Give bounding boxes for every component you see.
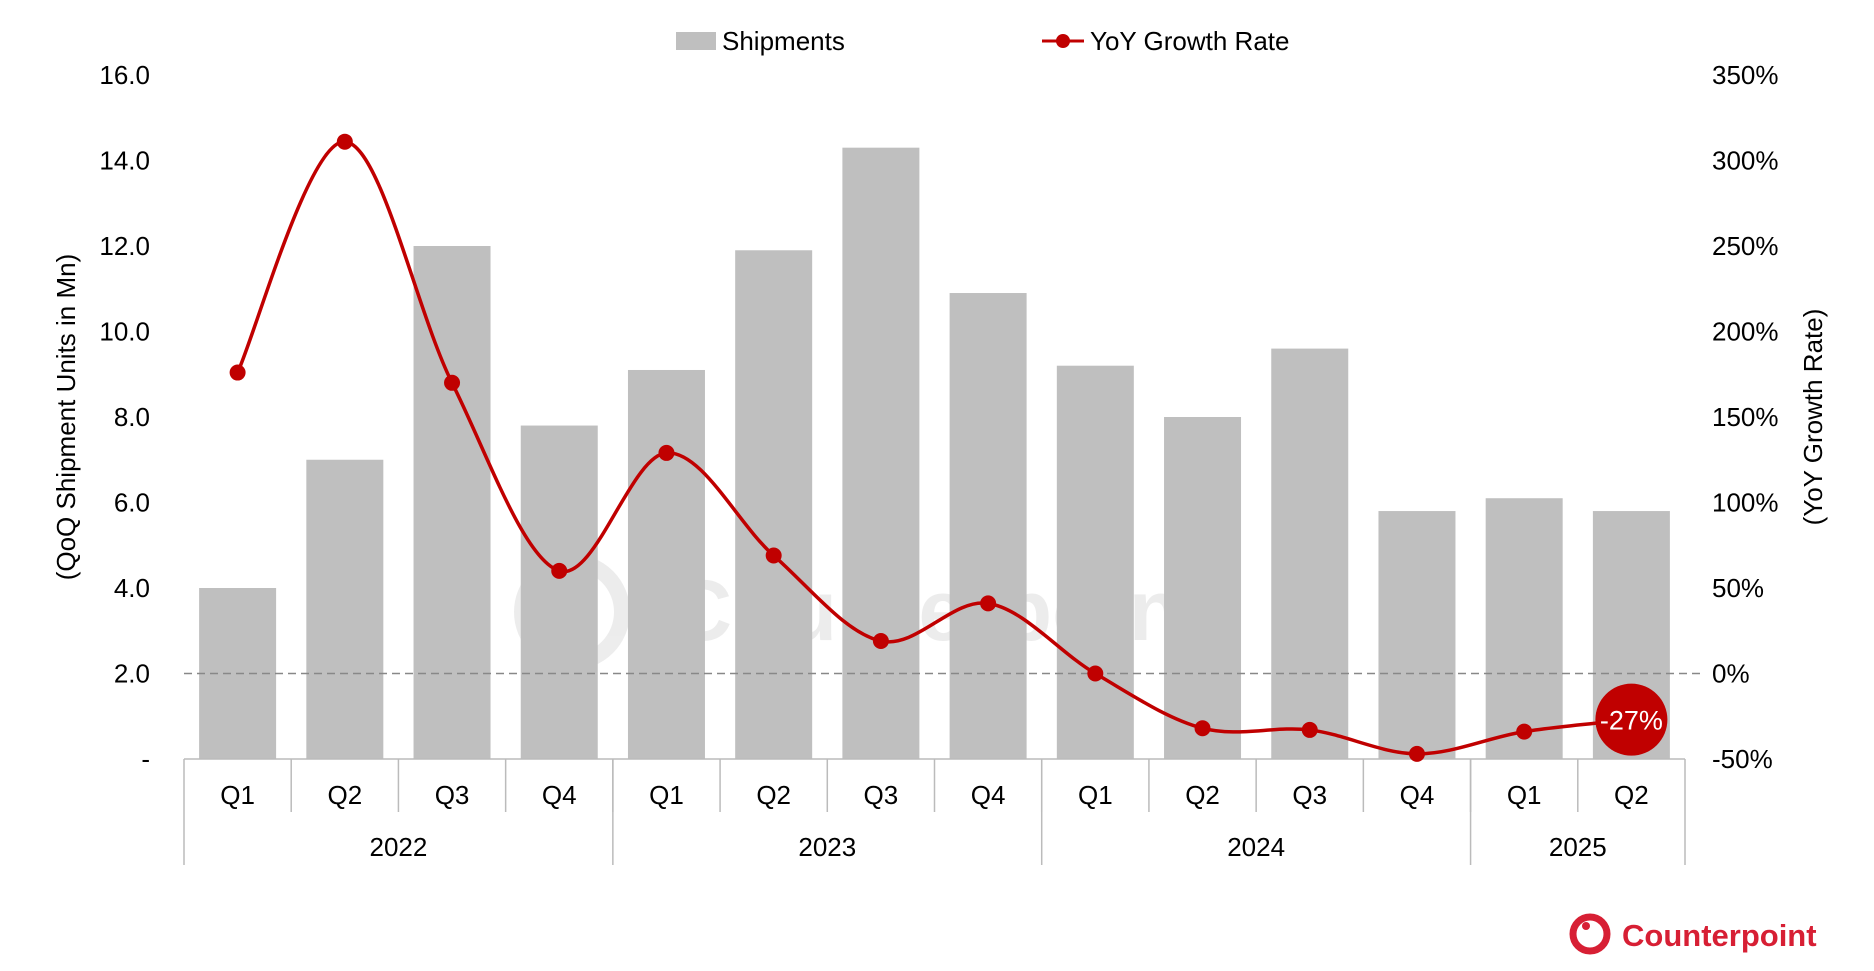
line-yoy-growth (236, 139, 1632, 756)
y-tick-right: 200% (1712, 317, 1779, 347)
annotation-bubble (1595, 683, 1668, 756)
point-yoy-growth (1516, 723, 1533, 740)
x-tick-quarter: Q1 (1078, 780, 1113, 810)
x-tick-quarter: Q2 (756, 780, 791, 810)
bar-shipments (627, 369, 705, 759)
x-group-label: 2023 (798, 832, 856, 862)
y-tick-left: - (141, 744, 150, 774)
y-tick-right: 350% (1712, 60, 1779, 90)
bar-shipments (520, 425, 598, 759)
x-tick-quarter: Q1 (220, 780, 255, 810)
legend-label-shipments: Shipments (722, 26, 845, 56)
y-tick-left: 10.0 (99, 317, 150, 347)
bar-shipments (306, 459, 384, 759)
annotation-label: -27% (1600, 706, 1663, 736)
bar-shipments (1164, 417, 1242, 759)
point-yoy-growth (658, 444, 675, 461)
y-axis-title-right: (YoY Growth Rate) (1798, 309, 1828, 526)
legend: Shipments YoY Growth Rate (676, 26, 1289, 56)
x-tick-quarter: Q4 (542, 780, 577, 810)
point-yoy-growth (229, 364, 246, 381)
x-tick-quarter: Q4 (1400, 780, 1435, 810)
y-tick-left: 14.0 (99, 146, 150, 176)
bar-shipments (842, 147, 920, 760)
x-group-label: 2024 (1227, 832, 1285, 862)
point-yoy-growth (1194, 720, 1211, 737)
point-yoy-growth (1301, 721, 1318, 738)
y-tick-right: 250% (1712, 231, 1779, 261)
y-tick-right: 50% (1712, 573, 1764, 603)
bar-shipments (1056, 365, 1134, 759)
point-yoy-growth (980, 595, 997, 612)
point-yoy-growth (551, 562, 568, 579)
x-tick-quarter: Q3 (1292, 780, 1327, 810)
legend-label-yoy: YoY Growth Rate (1090, 26, 1289, 56)
x-tick-quarter: Q2 (1614, 780, 1649, 810)
point-yoy-growth (872, 633, 889, 650)
y-axis-title-left: (QoQ Shipment Units in Mn) (51, 254, 81, 581)
y-tick-right: 100% (1712, 488, 1779, 518)
point-yoy-growth (765, 547, 782, 564)
x-tick-quarter: Q2 (1185, 780, 1220, 810)
bar-shipments (1485, 498, 1563, 759)
x-tick-quarter: Q1 (649, 780, 684, 810)
y-tick-right: 300% (1712, 146, 1779, 176)
y-tick-left: 6.0 (114, 488, 150, 518)
y-tick-right: 0% (1712, 659, 1750, 689)
x-tick-quarter: Q3 (435, 780, 470, 810)
legend-swatch-yoy-marker (1056, 34, 1070, 48)
x-tick-quarter: Q4 (971, 780, 1006, 810)
point-yoy-growth (1087, 665, 1104, 682)
point-yoy-growth (1408, 745, 1425, 762)
legend-swatch-shipments (676, 32, 716, 50)
x-tick-quarter: Q1 (1507, 780, 1542, 810)
y-tick-left: 2.0 (114, 659, 150, 689)
bar-shipments (735, 250, 813, 759)
svg-text:Counterpoint: Counterpoint (1622, 918, 1817, 953)
bar-shipments (1271, 348, 1349, 759)
y-tick-left: 8.0 (114, 402, 150, 432)
bar-shipments (949, 293, 1027, 759)
point-yoy-growth (336, 133, 353, 150)
y-tick-right: -50% (1712, 744, 1773, 774)
y-tick-left: 4.0 (114, 573, 150, 603)
x-tick-quarter: Q2 (327, 780, 362, 810)
bar-shipments (1378, 511, 1456, 759)
point-yoy-growth (444, 374, 461, 391)
counterpoint-logo: Counterpoint (1569, 913, 1817, 955)
y-tick-left: 12.0 (99, 231, 150, 261)
y-tick-left: 16.0 (99, 60, 150, 90)
y-tick-right: 150% (1712, 402, 1779, 432)
x-group-label: 2022 (370, 832, 428, 862)
x-group-label: 2025 (1549, 832, 1607, 862)
bar-shipments (413, 246, 491, 759)
x-tick-quarter: Q3 (864, 780, 899, 810)
